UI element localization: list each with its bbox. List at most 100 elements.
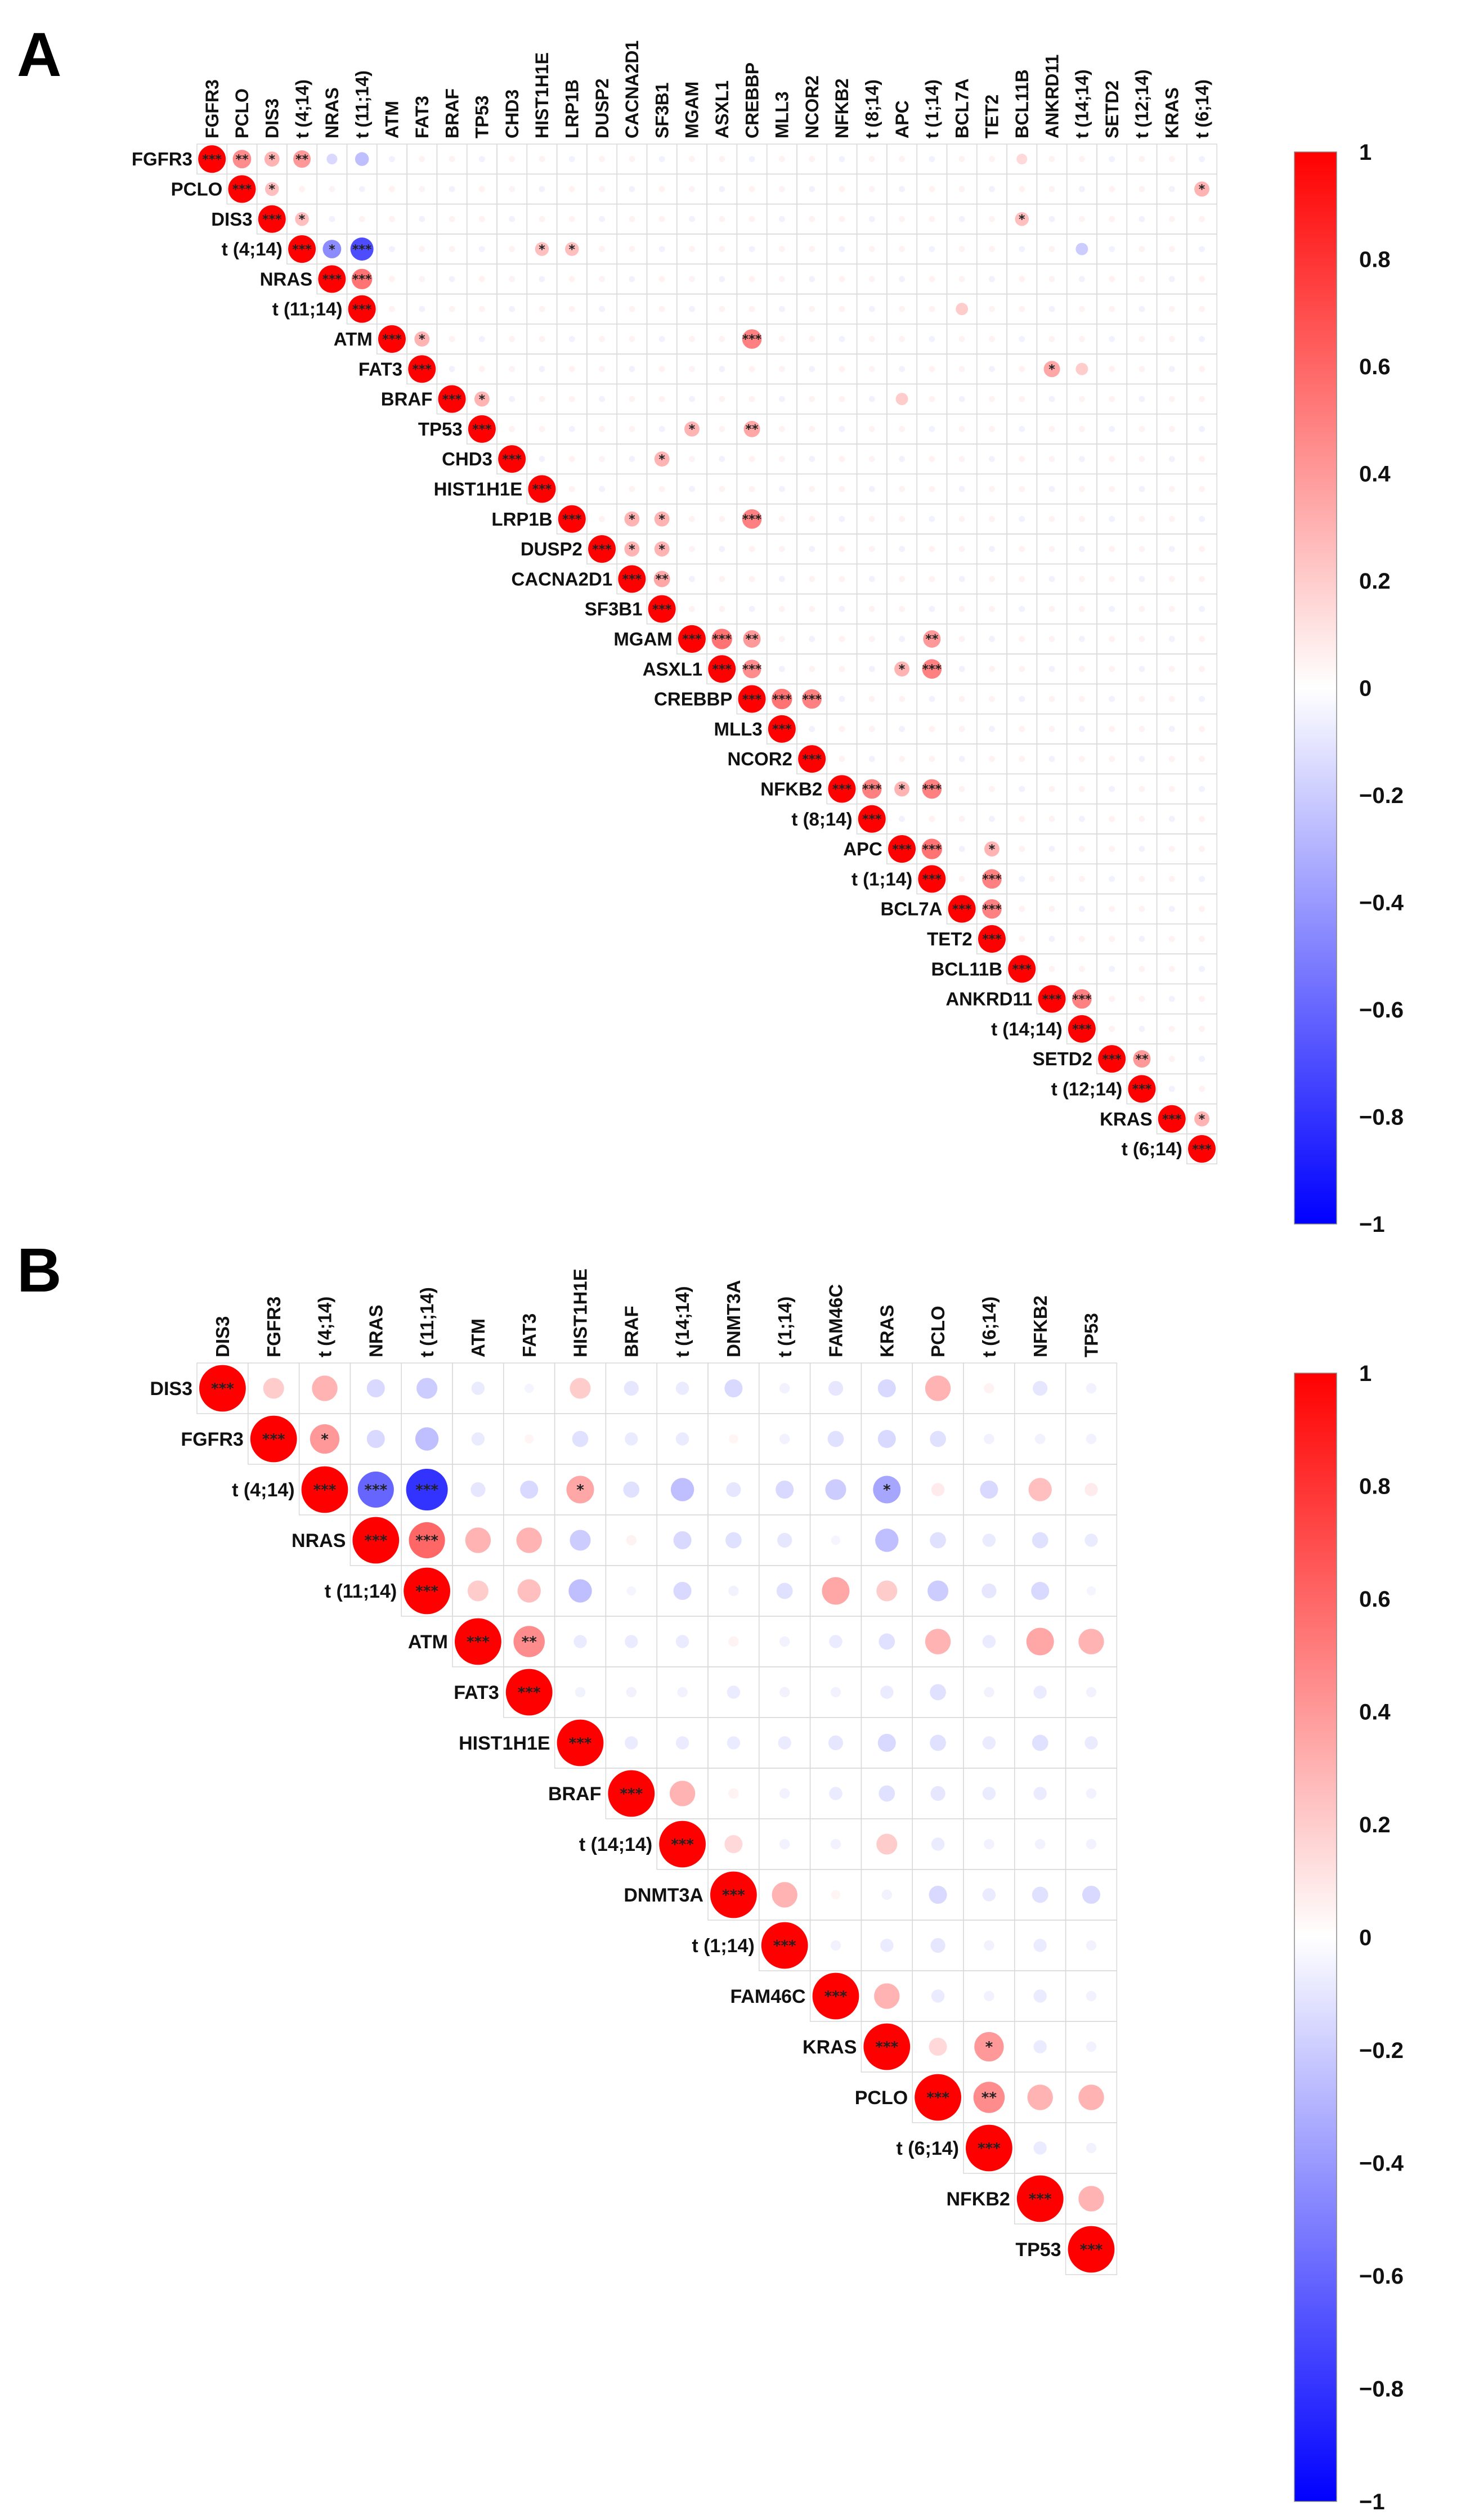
correlation-circle [449,335,455,342]
colorbar-tick-label: −1 [1359,1212,1385,1237]
correlation-circle [1139,725,1145,732]
colorbar-tick-label: 0.2 [1359,1813,1391,1837]
correlation-circle [419,246,425,253]
correlation-circle [675,1432,689,1446]
correlation-circle [599,456,606,463]
correlation-circle [778,425,785,432]
correlation-circle [809,366,815,373]
correlation-circle [517,1579,541,1603]
significance-mark: ** [1135,1052,1149,1066]
colorbar-tick-label: −0.4 [1359,891,1404,916]
row-label-dis3: DIS3 [211,209,252,230]
correlation-circle [599,425,606,432]
correlation-circle [982,1888,996,1902]
correlation-circle [839,756,845,763]
column-label-crebbp: CREBBP [742,62,762,138]
correlation-circle [509,156,516,163]
colorbar-tick-label: 0.8 [1359,1474,1391,1499]
correlation-circle [839,666,845,672]
correlation-circle [839,486,845,492]
correlation-circle [1168,696,1175,702]
correlation-matrix-a: FGFR3 PCLO DIS3 t (4;14) NRAS t (11;14) ATM FAT… [132,41,1404,1237]
correlation-circle [839,515,845,522]
correlation-circle [1199,515,1205,522]
column-label-t-11-14: t (11;14) [416,1287,437,1357]
colorbar-tick-label: 0.2 [1359,569,1391,594]
correlation-circle [388,216,395,222]
correlation-circle [839,335,845,342]
colorbar-tick-label: 0.4 [1359,462,1391,487]
correlation-circle [199,1365,246,1412]
correlation-circle [1078,696,1085,702]
correlation-circle [388,276,395,283]
correlation-circle [1019,696,1025,702]
correlation-circle [812,1972,859,2020]
correlation-circle [1048,606,1055,612]
correlation-circle [1168,786,1175,792]
correlation-circle [654,511,670,527]
correlation-circle [988,456,995,463]
row-label-braf: BRAF [381,389,433,410]
significance-mark: * [883,1482,891,1499]
column-label-hist1h1e: HIST1H1E [532,52,552,138]
correlation-circle [366,1429,385,1449]
correlation-circle [1168,876,1175,882]
correlation-circle [558,505,586,533]
correlation-circle [1168,935,1175,942]
correlation-circle [658,396,665,402]
correlation-circle [1139,246,1145,253]
correlation-circle [988,635,995,642]
correlation-circle [1015,212,1029,226]
colorbar-tick-label: 0.6 [1359,1587,1391,1612]
correlation-circle [868,486,875,492]
correlation-circle [1139,666,1145,672]
correlation-circle [658,486,665,492]
significance-mark: *** [1072,1023,1092,1037]
correlation-circle [839,186,845,192]
correlation-circle [958,696,965,702]
correlation-circle [779,1788,790,1799]
correlation-circle [929,696,935,702]
correlation-circle [1199,1025,1205,1032]
correlation-circle [352,1517,400,1564]
correlation-circle [509,425,516,432]
correlation-circle [988,696,995,702]
correlation-circle [264,151,280,167]
correlation-circle [719,156,725,163]
correlation-circle [1109,156,1115,163]
correlation-circle [868,456,875,463]
correlation-circle [874,1983,900,2009]
significance-mark: ** [522,1634,537,1651]
correlation-circle [899,335,906,342]
correlation-circle [449,306,455,312]
significance-mark: *** [712,633,732,647]
correlation-circle [471,1382,485,1395]
correlation-circle [839,696,845,702]
column-label-fgfr3: FGFR3 [263,1297,284,1357]
correlation-circle [568,306,575,312]
correlation-circle [1139,425,1145,432]
row-label-t-4-14: t (4;14) [232,1479,294,1501]
significance-mark: * [419,333,425,347]
significance-mark: * [1199,1113,1205,1127]
correlation-circle [899,696,906,702]
correlation-circle [922,779,942,799]
correlation-circle [1139,335,1145,342]
correlation-circle [658,156,665,163]
significance-mark: * [1048,362,1055,376]
correlation-circle [688,366,695,373]
correlation-circle [778,515,785,522]
correlation-circle [232,150,252,169]
correlation-circle [1168,216,1175,222]
colorbar-tick-label: −1 [1359,2490,1385,2514]
row-label-nfkb2: NFKB2 [946,2189,1010,2210]
correlation-circle [875,1528,899,1552]
correlation-circle [625,1432,638,1446]
correlation-circle [1168,246,1175,253]
correlation-circle [899,425,906,432]
correlation-circle [1048,156,1055,163]
correlation-circle [988,186,995,192]
correlation-circle [1019,276,1025,283]
significance-mark: *** [922,783,942,797]
row-label-nras: NRAS [260,268,313,289]
